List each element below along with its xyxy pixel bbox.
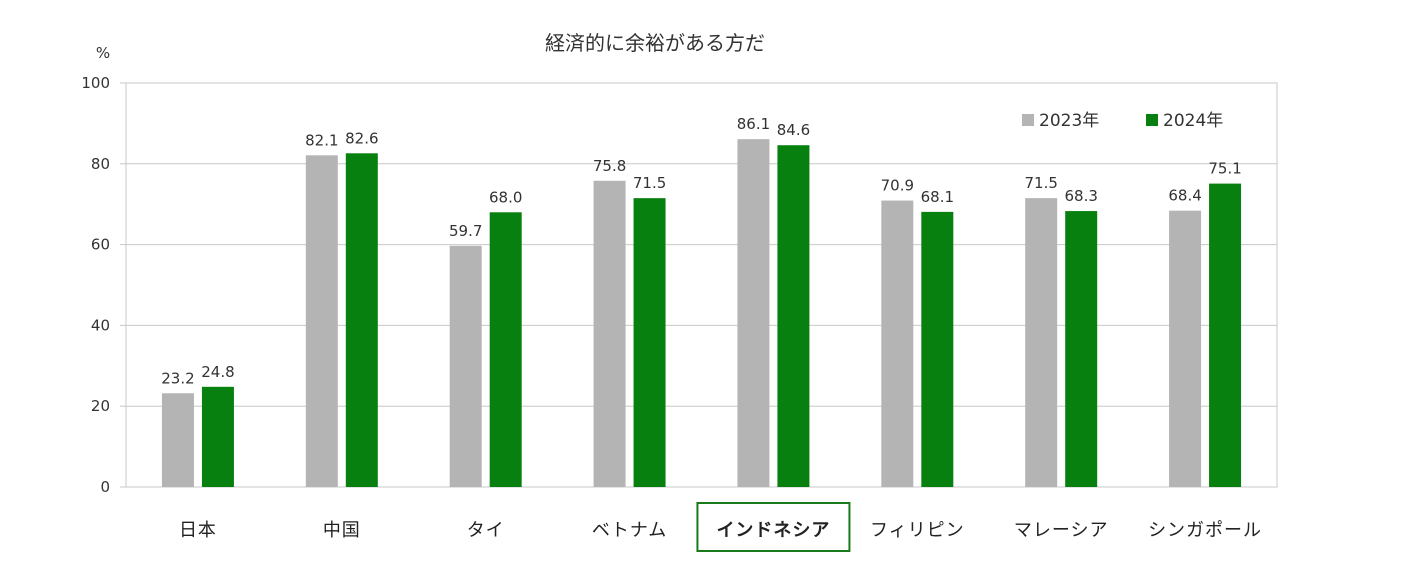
bar-series1 (881, 200, 914, 487)
data-label: 86.1 (737, 115, 770, 133)
y-axis-unit: % (96, 44, 110, 62)
bar-series2 (1209, 183, 1242, 487)
legend-swatch (1146, 114, 1158, 126)
x-category-label: フィリピン (870, 520, 965, 541)
data-label: 68.3 (1064, 187, 1097, 205)
data-label: 68.0 (489, 188, 522, 206)
legend-swatch (1022, 114, 1034, 126)
bar-series1 (737, 139, 770, 487)
x-category-label: シンガポール (1148, 520, 1262, 541)
data-label: 68.1 (921, 188, 954, 206)
x-category-label: タイ (467, 520, 505, 541)
y-tick-label: 60 (91, 236, 110, 254)
bar-series1 (593, 180, 626, 487)
x-category-label: 中国 (323, 520, 361, 541)
plot-area-frame (125, 82, 1278, 488)
bar-series2 (345, 153, 378, 487)
data-label: 84.6 (777, 121, 810, 139)
data-label: 75.8 (593, 157, 626, 175)
bar-series1 (161, 393, 194, 487)
data-label: 68.4 (1168, 187, 1201, 205)
bar-series2 (489, 212, 522, 487)
x-category-label: ベトナム (592, 520, 667, 541)
x-axis-categories: 日本 中国 タイ ベトナム インドネシア フィリピン マレーシア シンガポール (179, 502, 1262, 552)
x-category-label: マレーシア (1014, 520, 1109, 541)
y-tick-label: 80 (91, 155, 110, 173)
y-tick-label: 20 (91, 397, 110, 415)
bar-series2 (201, 386, 234, 487)
y-axis-ticks: 0 20 40 60 80 100 (81, 74, 126, 496)
bar-series2 (633, 198, 666, 487)
legend: 2023年 2024年 (1022, 111, 1223, 131)
bar-series1 (1025, 198, 1058, 487)
x-category-label: 日本 (179, 520, 217, 541)
bar-series1 (1169, 210, 1202, 487)
bars (161, 139, 1242, 488)
data-label: 59.7 (449, 222, 482, 240)
y-tick-label: 100 (81, 74, 110, 92)
legend-label: 2024年 (1163, 111, 1223, 131)
data-label: 71.5 (633, 174, 666, 192)
highlight-box (696, 502, 851, 552)
y-tick-label: 0 (100, 478, 110, 496)
data-label: 23.2 (161, 369, 194, 387)
data-label: 70.9 (881, 177, 914, 195)
bar-series2 (777, 145, 810, 487)
data-label: 75.1 (1208, 160, 1241, 178)
chart-title: 経済的に余裕がある方だ (545, 31, 765, 55)
y-tick-label: 40 (91, 316, 110, 334)
bar-series1 (449, 245, 482, 487)
data-labels: 23.2 24.8 82.1 82.6 59.7 68.0 75.8 71.5 86.1 84.6… (161, 115, 1242, 387)
data-label: 82.1 (305, 131, 338, 149)
data-label: 24.8 (201, 363, 234, 381)
data-label: 82.6 (345, 129, 378, 147)
grid-lines (126, 82, 1277, 488)
legend-label: 2023年 (1039, 111, 1099, 131)
data-label: 71.5 (1024, 174, 1057, 192)
bar-series2 (1065, 211, 1098, 487)
bar-series2 (921, 211, 954, 487)
x-category-label: インドネシア (716, 520, 830, 541)
bar-series1 (305, 155, 338, 488)
